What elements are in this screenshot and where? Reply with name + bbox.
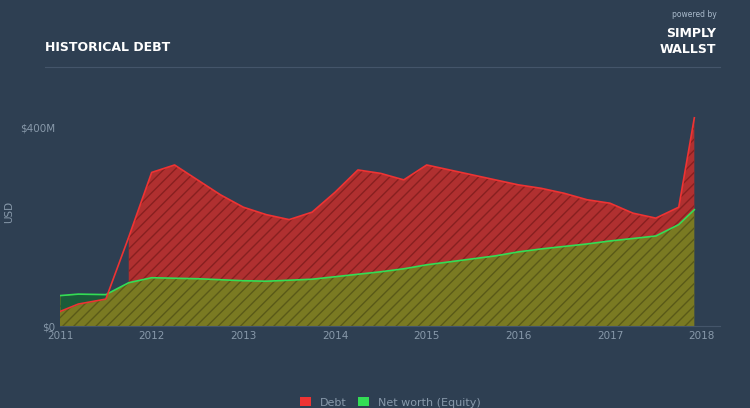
Text: HISTORICAL DEBT: HISTORICAL DEBT bbox=[45, 41, 170, 54]
Text: WALLST: WALLST bbox=[660, 43, 716, 56]
Legend: Debt, Net worth (Equity): Debt, Net worth (Equity) bbox=[300, 397, 480, 408]
Text: powered by: powered by bbox=[671, 10, 716, 19]
Y-axis label: USD: USD bbox=[4, 201, 14, 223]
Text: SIMPLY: SIMPLY bbox=[666, 27, 716, 40]
